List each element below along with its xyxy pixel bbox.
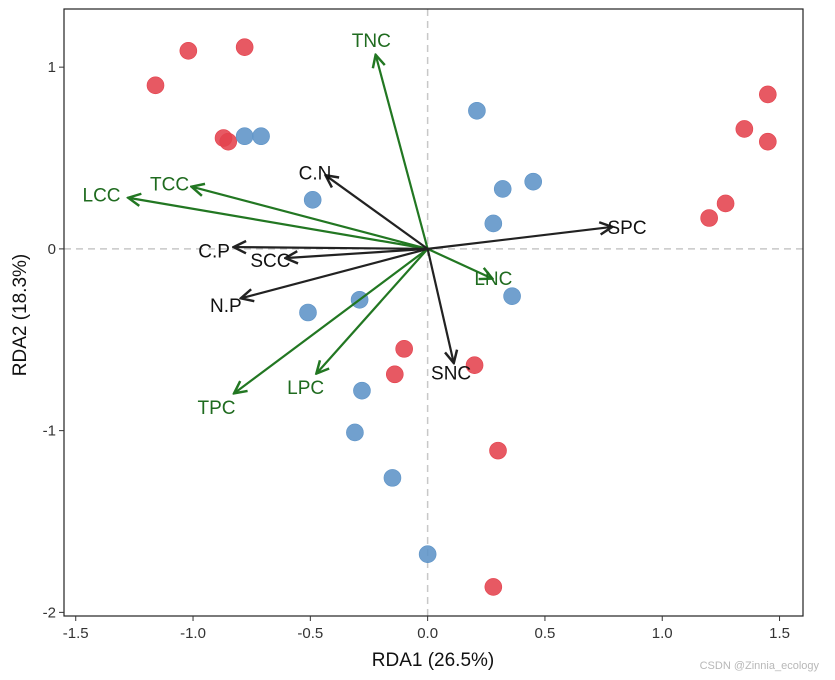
group-red-point xyxy=(395,340,413,358)
sample-points xyxy=(146,38,777,596)
y-tick-label: 1 xyxy=(48,59,56,76)
vector-arrow-snc xyxy=(426,248,454,362)
vector-arrow-n-p xyxy=(242,247,428,298)
group-red-point xyxy=(146,76,165,95)
group-red-point xyxy=(235,38,254,56)
group-red-point xyxy=(759,132,777,151)
group-red-point xyxy=(489,441,507,460)
reference-lines xyxy=(64,9,803,616)
group-blue-point xyxy=(484,214,503,233)
vector-labels: TNC TCC LCC TPC LPC LNC C.N C.P SCC N.P SPC SNC xyxy=(83,31,647,419)
group-blue-point xyxy=(383,469,402,487)
group-blue-point xyxy=(418,545,437,564)
group-blue-point xyxy=(252,127,270,146)
x-tick-label: -1.5 xyxy=(63,625,89,642)
x-axis-title: RDA1 (26.5%) xyxy=(372,650,495,671)
vector-arrow-lcc xyxy=(130,198,428,250)
x-tick-label: 0.0 xyxy=(417,625,438,642)
vector-label-n-p: N.P xyxy=(210,296,242,317)
group-blue-point xyxy=(235,127,254,146)
vector-arrow-c-p xyxy=(235,247,428,249)
watermark: CSDN @Zinnia_ecology xyxy=(699,660,819,672)
vector-label-spc: SPC xyxy=(608,218,647,239)
vector-label-lcc: LCC xyxy=(83,185,121,206)
group-red-point xyxy=(385,365,404,384)
vector-label-tpc: TPC xyxy=(197,398,235,419)
vector-arrow-tnc xyxy=(376,56,429,250)
vector-label-c-n: C.N xyxy=(299,164,332,185)
group-red-point xyxy=(716,194,735,213)
vector-arrow-tpc xyxy=(235,248,429,393)
environmental-vectors xyxy=(130,56,611,392)
axes: -1.5 -1.0 -0.5 0.0 0.5 1.0 1.5 -2 -1 0 1 xyxy=(43,8,804,642)
group-red-point xyxy=(484,578,503,596)
vector-label-scc: SCC xyxy=(250,251,290,272)
vector-arrow-lpc xyxy=(317,248,429,373)
vector-arrow-tcc xyxy=(193,187,428,250)
group-red-point xyxy=(735,120,754,138)
vector-label-tnc: TNC xyxy=(352,31,391,52)
group-red-point xyxy=(214,129,233,147)
group-blue-point xyxy=(493,180,512,198)
vector-arrow-scc xyxy=(287,247,428,258)
group-blue-point xyxy=(346,423,364,442)
vector-arrow-c-n xyxy=(327,176,429,250)
group-red-point xyxy=(465,356,484,375)
y-tick-label: -1 xyxy=(43,423,56,440)
group-blue-point xyxy=(503,287,521,305)
vector-label-snc: SNC xyxy=(431,363,471,384)
vector-arrow-spc xyxy=(427,227,611,250)
group-blue-point xyxy=(303,191,322,209)
y-axis-title: RDA2 (18.3%) xyxy=(10,254,31,377)
group-blue-point xyxy=(524,172,543,191)
y-tick-label: -2 xyxy=(43,604,56,621)
vector-arrow-lnc xyxy=(427,247,491,278)
vector-label-lnc: LNC xyxy=(474,269,512,290)
plot-panel-border xyxy=(63,8,804,617)
x-tick-label: 1.0 xyxy=(652,625,673,642)
group-red-point xyxy=(759,85,777,104)
x-tick-label: 1.5 xyxy=(769,625,790,642)
vector-label-tcc: TCC xyxy=(150,174,189,195)
group-blue-point xyxy=(299,303,317,322)
group-blue-point xyxy=(353,381,371,400)
group-blue-point xyxy=(468,101,486,120)
vector-label-c-p: C.P xyxy=(198,242,230,263)
vector-label-lpc: LPC xyxy=(287,378,324,399)
x-tick-label: -1.0 xyxy=(180,625,206,642)
x-tick-label: 0.5 xyxy=(535,625,556,642)
group-red-point xyxy=(700,209,718,227)
x-tick-label: -0.5 xyxy=(297,625,323,642)
group-red-point xyxy=(179,41,198,60)
y-tick-label: 0 xyxy=(48,241,56,258)
